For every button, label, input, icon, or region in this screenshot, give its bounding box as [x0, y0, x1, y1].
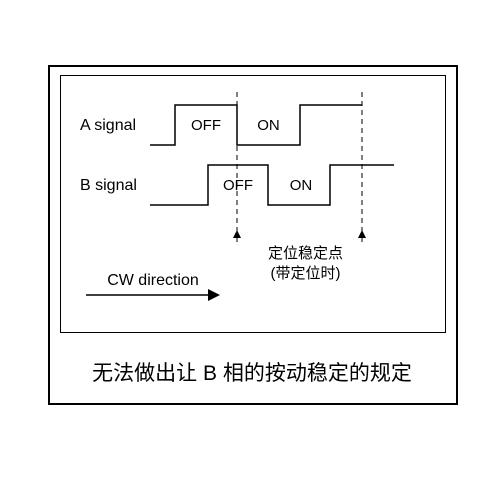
svg-text:CW direction: CW direction	[107, 272, 199, 289]
svg-text:A signal: A signal	[80, 117, 136, 134]
svg-text:OFF: OFF	[191, 117, 221, 134]
svg-text:无法做出让 B 相的按动稳定的规定: 无法做出让 B 相的按动稳定的规定	[92, 362, 412, 385]
timing-diagram-svg: A signal OFF ON B signal OFF ON 定位稳定点 (带定位时) CW …	[0, 0, 500, 500]
svg-text:B signal: B signal	[80, 177, 137, 194]
svg-text:ON: ON	[290, 177, 313, 194]
svg-text:(带定位时): (带定位时)	[271, 265, 341, 282]
svg-text:ON: ON	[257, 117, 280, 134]
svg-text:OFF: OFF	[223, 177, 253, 194]
svg-text:定位稳定点: 定位稳定点	[268, 245, 343, 262]
